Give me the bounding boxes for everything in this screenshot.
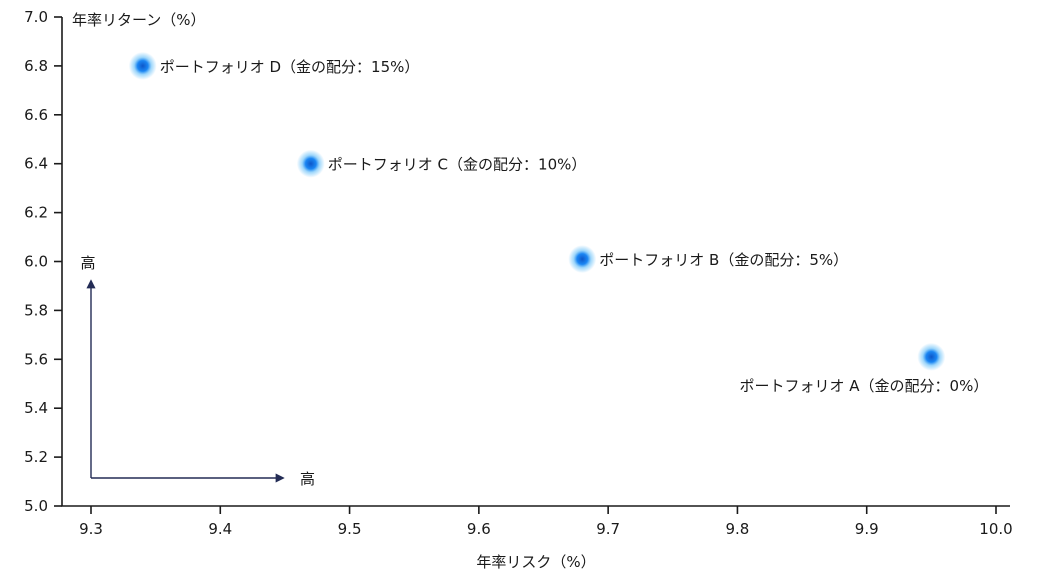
x-tick-label: 9.6 bbox=[467, 520, 491, 538]
point-label-portfolio-b: ポートフォリオ B（金の配分：5%） bbox=[599, 251, 848, 269]
x-tick-label: 9.9 bbox=[855, 520, 879, 538]
x-tick-label: 9.8 bbox=[725, 520, 749, 538]
y-tick-label: 5.4 bbox=[24, 399, 48, 417]
x-tick-label: 10.0 bbox=[979, 520, 1012, 538]
data-point-portfolio-b[interactable] bbox=[568, 245, 597, 274]
y-tick-label: 5.8 bbox=[24, 301, 48, 319]
point-label-portfolio-d: ポートフォリオ D（金の配分：15%） bbox=[160, 58, 420, 76]
y-tick-label: 5.6 bbox=[24, 350, 48, 368]
data-point-portfolio-d[interactable] bbox=[128, 51, 157, 80]
x-tick-label: 9.7 bbox=[596, 520, 620, 538]
y-tick-label: 6.6 bbox=[24, 106, 48, 124]
y-tick-label: 6.4 bbox=[24, 155, 48, 173]
y-tick-label: 6.0 bbox=[24, 253, 48, 271]
y-tick-label: 5.0 bbox=[24, 497, 48, 515]
x-tick-label: 9.5 bbox=[338, 520, 362, 538]
point-label-portfolio-c: ポートフォリオ C（金の配分：10%） bbox=[328, 156, 587, 174]
x-tick-label: 9.3 bbox=[79, 520, 103, 538]
y-axis-title: 年率リターン（%） bbox=[72, 11, 206, 29]
y-tick-label: 6.8 bbox=[24, 57, 48, 75]
y-tick-label: 5.2 bbox=[24, 448, 48, 466]
up-direction-label: 高 bbox=[80, 254, 95, 272]
right-direction-label: 高 bbox=[300, 470, 315, 488]
y-tick-label: 7.0 bbox=[24, 8, 48, 26]
y-tick-label: 6.2 bbox=[24, 204, 48, 222]
axes bbox=[61, 17, 1010, 507]
data-point-portfolio-c[interactable] bbox=[296, 149, 325, 178]
x-axis-title: 年率リスク（%） bbox=[476, 553, 596, 571]
point-label-portfolio-a: ポートフォリオ A（金の配分：0%） bbox=[740, 377, 989, 395]
data-point-portfolio-a[interactable] bbox=[917, 342, 946, 371]
x-tick-label: 9.4 bbox=[208, 520, 232, 538]
